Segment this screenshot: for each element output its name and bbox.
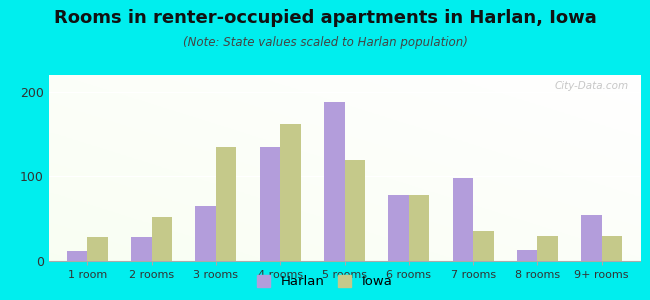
Bar (67, 251, 87, 261)
Text: Rooms in renter-occupied apartments in Harlan, Iowa: Rooms in renter-occupied apartments in H… (53, 9, 597, 27)
Bar (452, 178, 473, 261)
Bar (280, 124, 301, 261)
Bar (538, 236, 558, 261)
Bar (196, 206, 216, 261)
Text: City-Data.com: City-Data.com (554, 81, 629, 91)
Bar (216, 147, 237, 261)
Bar (87, 237, 108, 261)
Bar (259, 147, 280, 261)
Bar (151, 217, 172, 261)
Bar (388, 195, 409, 261)
Bar (602, 236, 622, 261)
Bar (409, 195, 430, 261)
Bar (131, 237, 151, 261)
Bar (581, 214, 602, 261)
Bar (473, 231, 493, 261)
Legend: Harlan, Iowa: Harlan, Iowa (252, 269, 398, 293)
Bar (324, 102, 344, 261)
Text: (Note: State values scaled to Harlan population): (Note: State values scaled to Harlan pop… (183, 36, 467, 49)
Bar (344, 160, 365, 261)
Bar (517, 250, 538, 261)
